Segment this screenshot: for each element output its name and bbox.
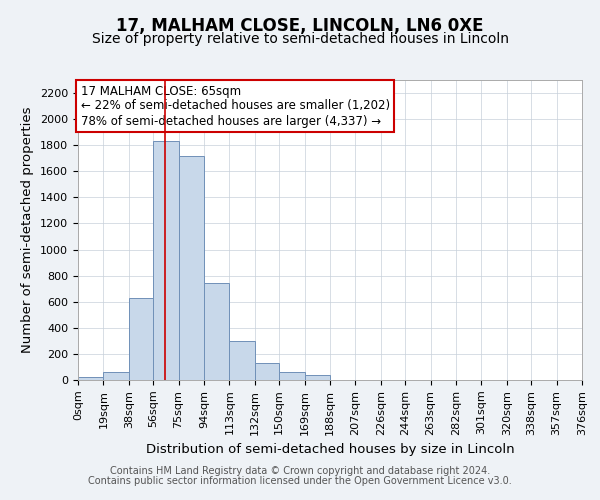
Text: 17, MALHAM CLOSE, LINCOLN, LN6 0XE: 17, MALHAM CLOSE, LINCOLN, LN6 0XE — [116, 18, 484, 36]
Text: Contains HM Land Registry data © Crown copyright and database right 2024.: Contains HM Land Registry data © Crown c… — [110, 466, 490, 476]
Bar — [204, 284, 229, 380]
Text: 17 MALHAM CLOSE: 65sqm
← 22% of semi-detached houses are smaller (1,202)
78% of : 17 MALHAM CLOSE: 65sqm ← 22% of semi-det… — [80, 84, 389, 128]
Bar — [78, 378, 103, 380]
Text: Contains public sector information licensed under the Open Government Licence v3: Contains public sector information licen… — [88, 476, 512, 486]
Bar — [305, 375, 330, 380]
Bar — [103, 372, 129, 380]
Bar — [255, 363, 279, 380]
Bar — [229, 341, 255, 380]
Bar — [129, 298, 153, 380]
Text: Size of property relative to semi-detached houses in Lincoln: Size of property relative to semi-detach… — [91, 32, 509, 46]
Bar — [179, 156, 204, 380]
Bar — [279, 372, 305, 380]
Y-axis label: Number of semi-detached properties: Number of semi-detached properties — [22, 107, 34, 353]
Bar — [153, 142, 179, 380]
X-axis label: Distribution of semi-detached houses by size in Lincoln: Distribution of semi-detached houses by … — [146, 443, 514, 456]
